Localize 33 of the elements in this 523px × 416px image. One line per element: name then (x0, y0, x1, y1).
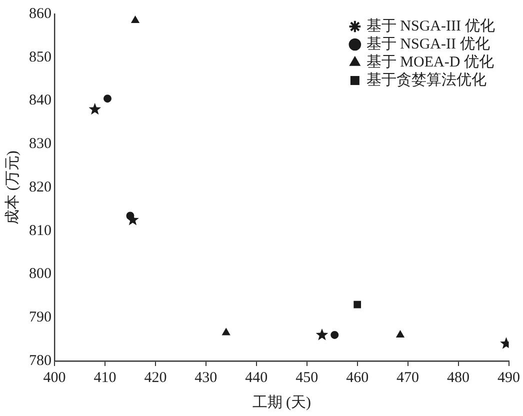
x-tick-label: 480 (447, 370, 470, 386)
y-tick-label: 790 (29, 310, 52, 326)
point (316, 328, 328, 340)
point (222, 328, 230, 336)
y-axis-title: 成本 (万元) (4, 150, 21, 224)
x-tick-label: 400 (43, 370, 66, 386)
point (88, 102, 102, 115)
y-tick-label: 820 (29, 179, 52, 196)
y-tick-label: 780 (29, 352, 52, 369)
y-tick-label: 830 (29, 136, 52, 152)
x-tick-label: 410 (94, 370, 116, 386)
point (131, 16, 140, 24)
x-tick-label: 440 (245, 370, 268, 386)
point (103, 94, 112, 103)
point (396, 330, 404, 338)
legend-label: 基于 NSGA-II 优化 (366, 35, 490, 52)
y-tick-label: 800 (29, 266, 52, 282)
x-tick-label: 460 (346, 370, 369, 386)
x-tick-label: 470 (396, 370, 420, 386)
point (330, 330, 339, 339)
y-tick-label: 850 (29, 49, 52, 66)
legend-label: 基于 NSGA-III 优化 (366, 17, 495, 34)
x-tick-label: 490 (498, 370, 520, 386)
x-tick-label: 420 (144, 370, 167, 386)
x-tick-label: 430 (194, 370, 218, 386)
point (354, 300, 362, 308)
x-tick-label: 450 (296, 370, 318, 386)
x-axis-title: 工期 (天) (252, 394, 311, 411)
y-tick-label: 860 (29, 6, 52, 22)
y-tick-label: 810 (29, 222, 52, 239)
y-tick-label: 840 (29, 92, 52, 109)
legend-label: 基于贪婪算法优化 (366, 71, 486, 88)
legend-label: 基于 MOEA-D 优化 (366, 53, 494, 70)
